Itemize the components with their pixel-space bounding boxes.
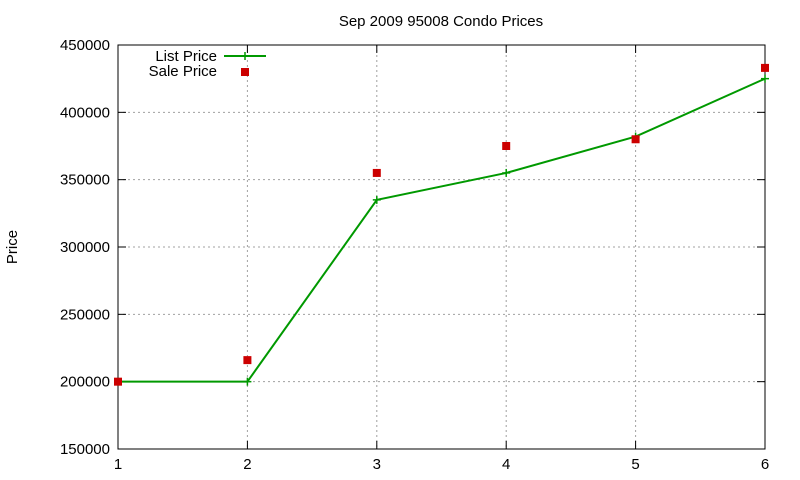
y-tick-label: 200000 [60, 374, 110, 391]
sale-price-point [502, 142, 511, 150]
axis-ticks: 150000 200000 250000 300000 350000 400000 4500… [60, 37, 769, 473]
list-price-point [761, 74, 769, 83]
sale-price-point [114, 377, 122, 386]
plot-frame [117, 44, 766, 450]
list-price-line [118, 77, 766, 383]
y-tick-label: 150000 [60, 441, 110, 458]
y-tick-label: 400000 [60, 104, 110, 121]
x-tick-label: 1 [114, 456, 122, 473]
y-tick-label: 300000 [60, 239, 110, 256]
chart-title: Sep 2009 95008 Condo Prices [339, 13, 543, 30]
legend-marker-list-price [241, 52, 249, 60]
list-price-point [502, 168, 511, 177]
legend-label-list-price: List Price [155, 48, 217, 65]
y-tick-label: 450000 [60, 37, 110, 54]
x-tick-label: 2 [243, 456, 251, 473]
sale-price-point [372, 168, 381, 177]
y-axis-label: Price [4, 230, 21, 264]
sale-price-point [631, 135, 640, 144]
x-tick-label: 6 [761, 456, 769, 473]
list-price-point [372, 195, 381, 204]
sale-price-point [761, 63, 769, 72]
legend-swatch-sale-price [241, 68, 249, 76]
y-tick-label: 250000 [60, 306, 110, 323]
series-layer [114, 63, 769, 386]
x-tick-label: 4 [502, 456, 510, 473]
grid-lines [118, 45, 765, 449]
list-price-point [243, 377, 252, 386]
x-tick-label: 3 [373, 456, 381, 473]
y-tick-label: 350000 [60, 172, 110, 189]
sale-price-point [243, 356, 252, 365]
x-tick-label: 5 [631, 456, 639, 473]
legend-label-sale-price: Sale Price [149, 63, 217, 80]
